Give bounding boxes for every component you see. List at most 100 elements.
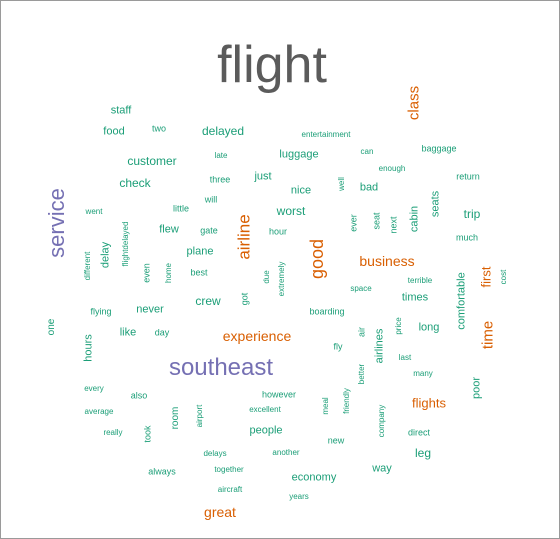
word-ever: ever [348,214,359,232]
word-air: air [356,326,367,338]
word-due: due [262,270,271,284]
word-nice: nice [290,184,312,197]
word-flight: flight [217,36,327,94]
word-worst: worst [276,204,306,218]
word-check: check [119,176,151,190]
word-staff: staff [110,104,132,117]
word-even: even [141,263,152,283]
word-late: late [214,151,228,160]
word-space: space [350,284,372,293]
word-fly: fly [333,341,343,352]
word-one: one [46,318,57,336]
word-like: like [119,326,137,339]
word-good: good [307,238,327,280]
word-long: long [418,321,440,334]
word-really: really [103,428,123,437]
word-time: time [479,320,497,350]
word-class: class [405,85,423,121]
word-hours: hours [82,334,95,362]
word-just: just [254,170,272,183]
word-great: great [204,504,236,520]
word-every: every [84,384,104,393]
word-price: price [394,317,403,335]
word-seats: seats [429,190,442,218]
word-never: never [136,303,164,316]
word-airport: airport [195,404,204,428]
word-airline: airline [234,214,254,260]
word-enough: enough [378,164,406,173]
word-can: can [360,147,374,156]
word-boarding: boarding [309,306,345,317]
word-food: food [103,125,125,138]
word-aircraft: aircraft [217,485,243,494]
word-average: average [84,407,114,416]
word-will: will [204,194,218,205]
word-baggage: baggage [421,143,457,154]
word-plane: plane [186,245,214,258]
word-next: next [388,216,399,234]
word-meal: meal [321,397,330,415]
word-together: together [214,465,244,474]
word-years: years [289,492,309,501]
word-delayed: delayed [201,124,245,138]
word-extremely: extremely [277,261,286,297]
word-seat: seat [371,212,382,230]
word-different: different [83,251,92,281]
word-however: however [261,389,297,400]
word-first: first [478,266,494,288]
word-people: people [249,424,283,437]
word-poor: poor [470,376,483,400]
word-experience: experience [222,328,292,344]
word-bad: bad [359,181,379,194]
word-excellent: excellent [249,405,281,414]
word-three: three [209,174,231,185]
word-way: way [372,462,392,475]
word-much: much [455,232,479,243]
word-business: business [359,253,415,269]
word-delays: delays [203,449,227,458]
word-gate: gate [200,225,218,236]
word-flightdelayed: flightdelayed [121,221,130,267]
word-return: return [456,171,480,182]
word-better: better [357,363,366,385]
word-always: always [148,466,176,477]
word-crew: crew [195,294,221,308]
word-also: also [130,390,148,401]
word-took: took [142,425,153,443]
word-economy: economy [291,471,337,484]
word-friendly: friendly [342,388,351,414]
word-luggage: luggage [279,148,319,161]
word-well: well [337,177,346,191]
word-leg: leg [414,446,432,460]
word-entertainment: entertainment [301,130,351,139]
word-little: little [172,203,190,214]
word-flying: flying [90,306,112,317]
word-flew: flew [159,223,179,236]
word-hour: hour [268,226,288,237]
word-last: last [398,353,412,362]
word-company: company [377,404,386,438]
word-two: two [151,123,167,134]
word-cabin: cabin [408,205,421,233]
word-direct: direct [407,427,431,438]
word-airlines: airlines [373,328,386,364]
word-service: service [44,188,69,258]
word-delay: delay [99,241,112,269]
word-new: new [327,435,345,446]
word-day: day [154,327,170,338]
word-room: room [170,406,181,430]
word-many: many [413,369,433,378]
word-went: went [85,207,103,216]
word-got: got [239,292,250,306]
word-home: home [164,262,173,284]
word-trip: trip [463,207,481,221]
word-cost: cost [499,269,508,285]
word-comfortable: comfortable [455,272,468,330]
word-southeast: southeast [168,354,274,381]
word-best: best [190,267,208,278]
word-another: another [272,448,300,457]
word-customer: customer [127,154,177,168]
word-terrible: terrible [407,276,433,285]
word-times: times [401,291,429,304]
